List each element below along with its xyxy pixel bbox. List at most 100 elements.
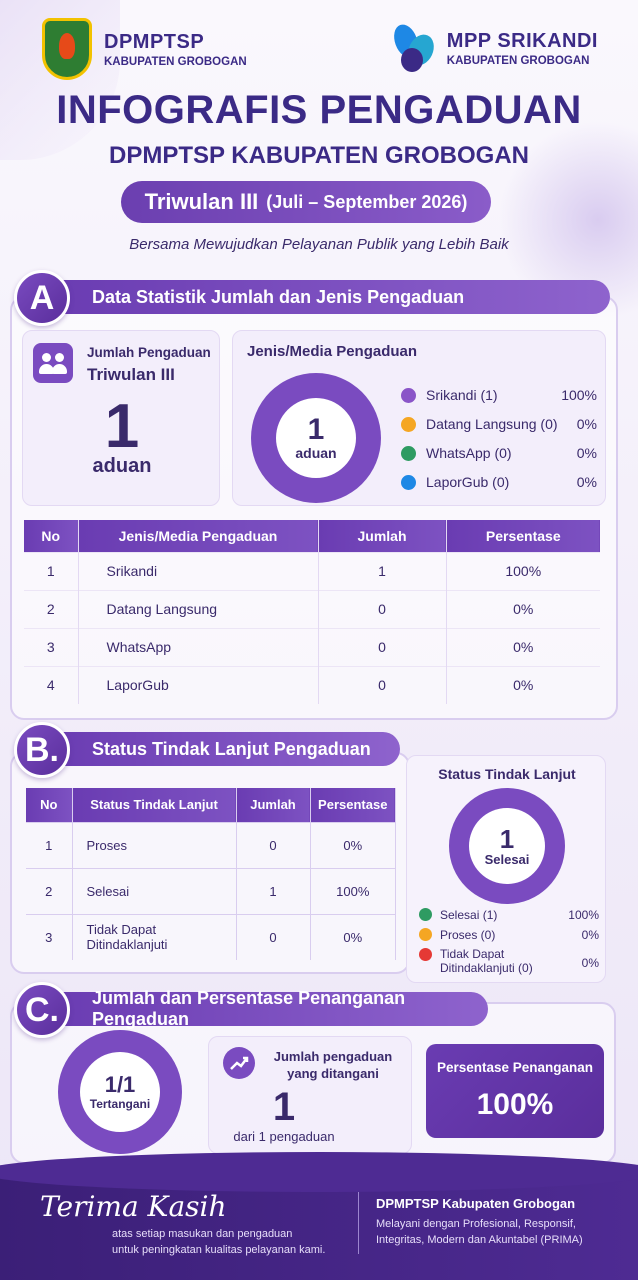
legend-dot-icon bbox=[419, 948, 432, 961]
media-card: Jenis/Media Pengaduan 1 aduan Srikandi (… bbox=[232, 330, 606, 506]
legend-percent: 100% bbox=[568, 908, 599, 922]
legend-label: Srikandi (1) bbox=[426, 387, 498, 403]
grobogan-crest-icon bbox=[42, 18, 92, 80]
col-header-count: Jumlah bbox=[236, 788, 311, 822]
handling-percentage-label: Persentase Penanganan bbox=[436, 1060, 594, 1075]
section-c-badge: C. bbox=[14, 982, 70, 1038]
left-logo-name: DPMPTSP bbox=[104, 30, 205, 53]
row-percent: 0% bbox=[446, 627, 600, 666]
status-card: Status Tindak Lanjut 1 Selesai Selesai (… bbox=[406, 755, 606, 983]
period-range: (Juli – September 2026) bbox=[266, 191, 468, 212]
row-no: 1 bbox=[26, 821, 73, 868]
media-table: No Jenis/Media Pengaduan Jumlah Persenta… bbox=[24, 520, 600, 704]
col-header-no: No bbox=[24, 520, 79, 552]
count-period: Triwulan III bbox=[87, 365, 175, 384]
handled-count-card: Jumlah pengaduan yang ditangani 1 dari 1… bbox=[208, 1036, 412, 1154]
col-header-percent: Persentase bbox=[446, 520, 600, 552]
legend-percent: 0% bbox=[576, 416, 597, 432]
chart-growth-icon bbox=[223, 1047, 255, 1079]
footer-thanks-line1: atas setiap masukan dan pengaduan bbox=[112, 1228, 293, 1240]
col-header-no: No bbox=[26, 788, 73, 822]
handled-label-line1: Jumlah pengaduan bbox=[273, 1049, 393, 1064]
row-no: 2 bbox=[24, 589, 79, 628]
row-no: 2 bbox=[26, 867, 73, 914]
media-donut-chart: 1 aduan bbox=[251, 373, 381, 503]
footer-thanks-line2: untuk peningkatan kualitas pelayanan kam… bbox=[112, 1244, 326, 1256]
period-main: Triwulan III bbox=[144, 189, 259, 214]
footer-org: DPMPTSP Kabupaten Grobogan bbox=[376, 1196, 576, 1211]
legend-percent: 100% bbox=[561, 387, 597, 403]
row-count: 0 bbox=[318, 589, 447, 628]
legend-label: WhatsApp (0) bbox=[426, 445, 512, 461]
row-media: WhatsApp bbox=[78, 627, 319, 666]
media-donut-unit: aduan bbox=[295, 445, 337, 461]
status-donut-chart: 1 Selesai bbox=[449, 788, 565, 904]
complaint-count-card: Jumlah Pengaduan Triwulan III 1 aduan bbox=[22, 330, 220, 506]
row-percent: 100% bbox=[310, 867, 396, 914]
row-no: 1 bbox=[24, 551, 79, 590]
legend-label: Ditindaklanjuti (0) bbox=[440, 960, 533, 975]
row-no: 3 bbox=[24, 627, 79, 666]
status-donut-value: 1 bbox=[499, 823, 515, 854]
row-count: 0 bbox=[236, 821, 311, 868]
legend-dot-icon bbox=[401, 445, 416, 461]
handled-donut-unit: Tertangani bbox=[89, 1097, 151, 1112]
row-percent: 0% bbox=[310, 821, 396, 868]
col-header-status: Status Tindak Lanjut bbox=[72, 788, 237, 822]
media-legend-item: Datang Langsung (0) 0% bbox=[401, 416, 597, 432]
legend-dot-icon bbox=[401, 387, 416, 403]
status-table: No Status Tindak Lanjut Jumlah Persentas… bbox=[26, 788, 396, 960]
media-card-title: Jenis/Media Pengaduan bbox=[247, 343, 418, 360]
row-percent: 100% bbox=[446, 551, 600, 590]
footer-thanks: Terima Kasih bbox=[40, 1190, 227, 1223]
row-status: Proses bbox=[72, 821, 237, 868]
legend-percent: 0% bbox=[581, 956, 599, 970]
page-title: INFOGRAFIS PENGADUAN bbox=[56, 88, 582, 132]
media-donut-value: 1 bbox=[307, 413, 325, 446]
legend-label: LaporGub (0) bbox=[426, 474, 510, 490]
row-no: 4 bbox=[24, 665, 79, 704]
dpmptsp-logo: DPMPTSP KABUPATEN GROBOGAN bbox=[42, 18, 247, 80]
section-a-title: Data Statistik Jumlah dan Jenis Pengadua… bbox=[52, 280, 610, 314]
row-status: Tidak Dapat Ditindaklanjuti bbox=[72, 913, 237, 960]
col-header-count: Jumlah bbox=[318, 520, 447, 552]
mpp-srikandi-mark-icon bbox=[389, 20, 439, 76]
status-legend-item: Tidak Dapat Ditindaklanjuti (0) 0% bbox=[419, 947, 599, 976]
legend-percent: 0% bbox=[576, 445, 597, 461]
count-label: Jumlah Pengaduan bbox=[87, 345, 211, 360]
footer-motto-line1: Melayani dengan Profesional, Responsif, bbox=[376, 1218, 576, 1230]
table-row: 1 Srikandi 1 100% bbox=[24, 551, 600, 590]
handling-percentage-card: Persentase Penanganan 100% bbox=[426, 1044, 604, 1138]
legend-dot-icon bbox=[419, 908, 432, 921]
media-legend-item: LaporGub (0) 0% bbox=[401, 474, 597, 490]
row-count: 0 bbox=[318, 665, 447, 704]
table-header-row: No Jenis/Media Pengaduan Jumlah Persenta… bbox=[24, 520, 600, 552]
footer-divider bbox=[358, 1192, 359, 1254]
table-row: 2 Selesai 1 100% bbox=[26, 867, 396, 914]
legend-label: Selesai (1) bbox=[440, 908, 498, 922]
col-header-media: Jenis/Media Pengaduan bbox=[78, 520, 319, 552]
table-header-row: No Status Tindak Lanjut Jumlah Persentas… bbox=[26, 788, 396, 822]
row-count: 1 bbox=[236, 867, 311, 914]
footer: Terima Kasih atas setiap masukan dan pen… bbox=[0, 1152, 638, 1280]
row-media: Srikandi bbox=[78, 551, 319, 590]
row-percent: 0% bbox=[446, 665, 600, 704]
row-count: 1 bbox=[318, 551, 447, 590]
section-b-badge: B. bbox=[14, 722, 70, 778]
legend-percent: 0% bbox=[576, 474, 597, 490]
row-media: Datang Langsung bbox=[78, 589, 319, 628]
section-b-title: Status Tindak Lanjut Pengaduan bbox=[52, 732, 400, 766]
count-value: 1 bbox=[104, 392, 140, 461]
row-media: LaporGub bbox=[78, 665, 319, 704]
legend-dot-icon bbox=[419, 928, 432, 941]
handled-label-line2: yang ditangani bbox=[287, 1066, 379, 1081]
count-unit: aduan bbox=[92, 455, 152, 477]
row-count: 0 bbox=[318, 627, 447, 666]
row-status: Selesai bbox=[72, 867, 237, 914]
status-card-title: Status Tindak Lanjut bbox=[438, 766, 576, 782]
handled-donut-value: 1/1 bbox=[104, 1071, 136, 1097]
media-legend-item: Srikandi (1) 100% bbox=[401, 387, 597, 403]
table-row: 1 Proses 0 0% bbox=[26, 821, 396, 868]
status-donut-unit: Selesai bbox=[484, 851, 530, 867]
right-logo-region: KABUPATEN GROBOGAN bbox=[446, 54, 590, 67]
